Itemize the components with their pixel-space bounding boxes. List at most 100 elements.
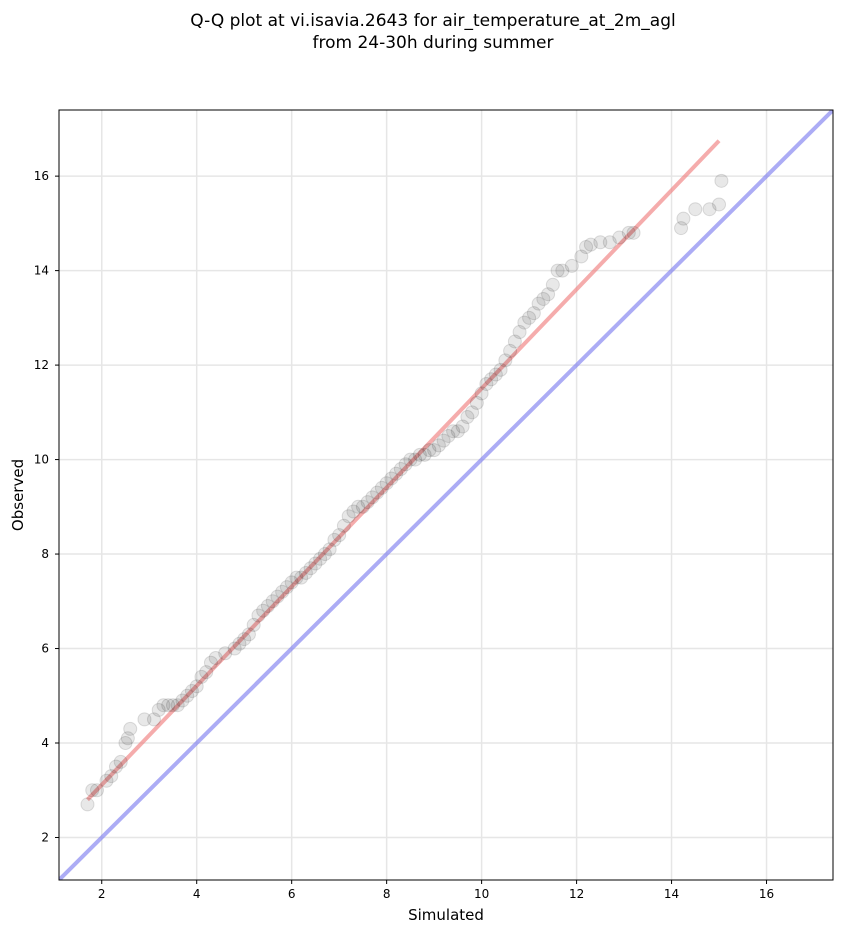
scatter-point xyxy=(674,221,689,236)
scatter-point xyxy=(180,688,195,703)
y-tick-label: 16 xyxy=(34,169,49,183)
scatter-point xyxy=(265,594,280,609)
grid-lines xyxy=(59,110,833,880)
scatter-point xyxy=(688,202,703,217)
scatter-point xyxy=(355,499,370,514)
scatter-point xyxy=(465,405,480,420)
scatter-point xyxy=(137,712,152,727)
scatter-point xyxy=(702,202,717,217)
scatter-point xyxy=(422,443,437,458)
scatter-point xyxy=(460,410,475,425)
scatter-point xyxy=(120,731,135,746)
fit-line-group xyxy=(86,139,721,802)
scatter-point xyxy=(531,296,546,311)
fit-line xyxy=(86,139,721,802)
y-tick-label: 12 xyxy=(34,358,49,372)
scatter-point xyxy=(393,462,408,477)
scatter-point xyxy=(579,239,594,254)
y-tick-label: 8 xyxy=(41,547,49,561)
y-tick-label: 6 xyxy=(41,642,49,656)
scatter-point xyxy=(232,636,247,651)
y-tick-label: 2 xyxy=(41,830,49,844)
scatter-point xyxy=(327,532,342,547)
scatter-point xyxy=(80,797,95,812)
scatter-point xyxy=(389,466,404,481)
scatter-point xyxy=(322,542,337,557)
scatter-point xyxy=(260,599,275,614)
scatter-point xyxy=(351,499,366,514)
scatter-point xyxy=(308,556,323,571)
scatter-point xyxy=(189,679,204,694)
scatter-point xyxy=(593,235,608,250)
scatter-point xyxy=(469,395,484,410)
scatter-point xyxy=(536,291,551,306)
scatter-point xyxy=(455,419,470,434)
scatter-point xyxy=(479,376,494,391)
scatter-point xyxy=(113,754,128,769)
scatter-point xyxy=(118,736,133,751)
scatter-point xyxy=(194,669,209,684)
scatter-point xyxy=(313,551,328,566)
x-tick-label: 2 xyxy=(98,887,106,901)
scatter-point xyxy=(431,438,446,453)
y-axis-label: Observed xyxy=(9,459,27,531)
scatter-point xyxy=(541,287,556,302)
scatter-point xyxy=(199,665,214,680)
scatter-point xyxy=(123,721,138,736)
scatter-point xyxy=(270,589,285,604)
scatter-point xyxy=(488,367,503,382)
scatter-point xyxy=(398,457,413,472)
scatter-point xyxy=(555,263,570,278)
scatter-point xyxy=(493,362,508,377)
scatter-point xyxy=(360,495,375,510)
scatter-point xyxy=(522,310,537,325)
scatter-point xyxy=(379,476,394,491)
x-tick-label: 10 xyxy=(474,887,489,901)
x-tick-label: 8 xyxy=(383,887,391,901)
scatter-point xyxy=(712,197,727,212)
scatter-point xyxy=(564,258,579,273)
scatter-point xyxy=(484,372,499,387)
scatter-point xyxy=(175,693,190,708)
scatter-point xyxy=(104,769,119,784)
y-axis-ticks: 2 4 6 8 10 12 14 16 xyxy=(34,169,59,844)
scatter-point xyxy=(503,343,518,358)
scatter-point xyxy=(602,235,617,250)
scatter-point xyxy=(417,447,432,462)
scatter-point xyxy=(427,443,442,458)
y-tick-label: 14 xyxy=(34,264,49,278)
scatter-point xyxy=(526,306,541,321)
scatter-point xyxy=(403,452,418,467)
scatter-point xyxy=(412,447,427,462)
scatter-point xyxy=(583,237,598,252)
x-tick-label: 4 xyxy=(193,887,201,901)
scatter-point xyxy=(676,211,691,226)
scatter-point xyxy=(550,263,565,278)
scatter-point xyxy=(256,603,271,618)
scatter-point xyxy=(246,617,261,632)
scatter-point xyxy=(289,570,304,585)
scatter-point xyxy=(275,584,290,599)
scatter-point xyxy=(237,632,252,647)
scatter-point xyxy=(498,353,513,368)
scatter-point xyxy=(332,528,347,543)
scatter-point xyxy=(156,698,171,713)
scatter-point xyxy=(341,509,356,524)
scatter-point xyxy=(151,702,166,717)
scatter-point xyxy=(408,452,423,467)
y-tick-label: 10 xyxy=(34,453,49,467)
scatter-point xyxy=(227,641,242,656)
scatter-point xyxy=(441,428,456,443)
scatter-point xyxy=(89,783,104,798)
scatter-point xyxy=(184,684,199,699)
scatter-point xyxy=(365,490,380,505)
x-axis-label: Simulated xyxy=(408,906,484,924)
scatter-point xyxy=(108,759,123,774)
scatter-point xyxy=(370,485,385,500)
x-tick-label: 6 xyxy=(288,887,296,901)
plot-frame xyxy=(58,109,834,881)
identity-line xyxy=(59,110,833,880)
scatter-point xyxy=(284,575,299,590)
scatter-point xyxy=(714,173,729,188)
